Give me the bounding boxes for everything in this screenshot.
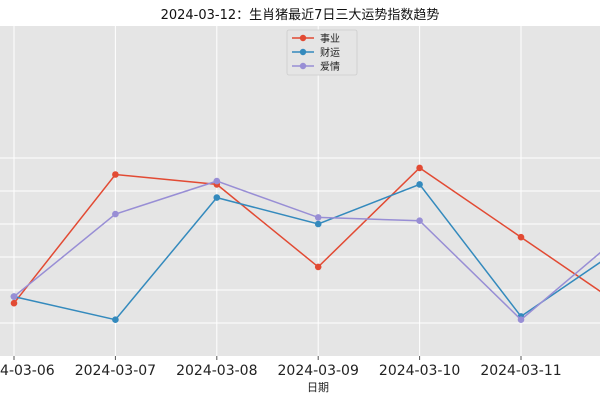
grid-lines [0, 26, 600, 356]
data-point-0 [10, 299, 18, 307]
data-point-2 [416, 217, 423, 224]
data-point-2 [517, 316, 525, 324]
data-point-2 [213, 177, 221, 185]
x-tick-label: 2024-03-10 [379, 363, 460, 379]
data-point-2 [10, 293, 18, 300]
x-tick-label: 2024-03-08 [176, 363, 257, 379]
data-point-1 [112, 316, 119, 324]
legend-marker-career [299, 34, 307, 42]
x-tick-label: 2024-03-06 [0, 363, 55, 379]
data-point-0 [112, 171, 119, 178]
data-point-1 [314, 220, 322, 228]
legend-marker-wealth [299, 48, 307, 56]
legend-label-career: 事业 [320, 32, 340, 45]
x-axis-label: 日期 [307, 381, 329, 394]
data-point-1 [416, 181, 423, 188]
data-point-0 [517, 233, 525, 241]
legend: 事业 财运 爱情 [286, 29, 358, 76]
data-point-0 [314, 263, 322, 271]
data-point-2 [314, 214, 322, 221]
x-tick-label: 2024-03-11 [480, 363, 561, 379]
chart-title: 2024-03-12：生肖猪最近7日三大运势指数趋势 [160, 8, 440, 23]
x-tick-label: 2024-03-09 [278, 363, 359, 379]
x-tick-label: 2024-03-07 [75, 363, 156, 379]
series-layer [10, 164, 600, 324]
data-point-2 [112, 210, 119, 218]
data-point-1 [213, 194, 221, 201]
x-axis-ticks: 2024-03-06 2024-03-07 2024-03-08 2024-03-09… [0, 356, 562, 379]
legend-label-wealth: 财运 [320, 46, 340, 59]
legend-marker-love [299, 62, 307, 70]
data-point-0 [416, 164, 423, 172]
legend-label-love: 爱情 [320, 60, 340, 73]
